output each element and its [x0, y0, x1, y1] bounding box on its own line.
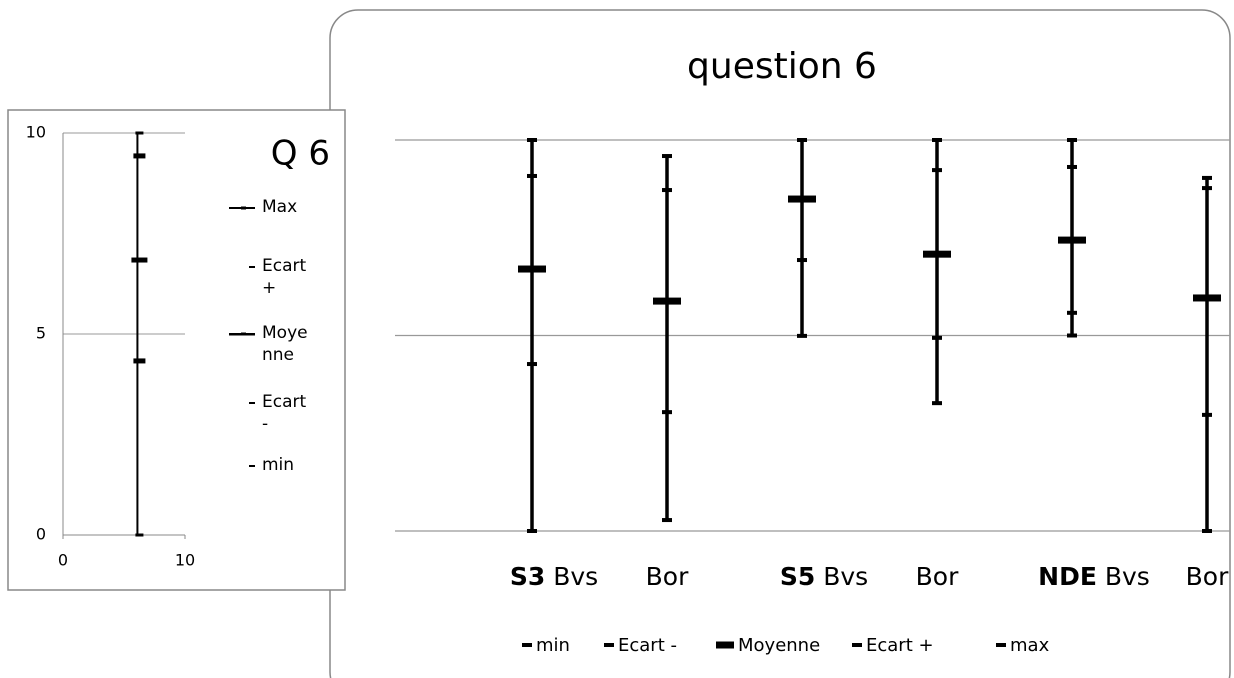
category-label: Bvs [553, 562, 598, 591]
category-label: Bor [646, 562, 689, 591]
legend-label: Ecart + [866, 635, 934, 656]
marker [133, 153, 146, 159]
legend-entry: Moyenne [262, 323, 308, 365]
marker [932, 138, 942, 142]
legend-marker [249, 266, 255, 268]
marker [662, 188, 672, 193]
marker [932, 401, 942, 406]
marker [1058, 236, 1086, 244]
x-tick-label: S5 Bvs [780, 562, 868, 591]
marker [662, 154, 672, 159]
x-tick-label: Bor [646, 562, 689, 591]
marker [1202, 412, 1212, 417]
x-tick-label: Bor [916, 562, 959, 591]
y-tick-label: 0 [36, 525, 46, 544]
marker [131, 257, 148, 263]
marker [1202, 529, 1212, 533]
marker [518, 265, 546, 273]
main-plot: S3 Bvs Bor S5 Bvs Bor NDE Bvs Bor min Ecart - Mo… [395, 138, 1230, 656]
legend-marker [716, 641, 734, 649]
marker [797, 138, 807, 142]
legend-label: max [1010, 635, 1050, 656]
x-tick-label: NDE Bvs [1038, 562, 1150, 591]
marker [527, 362, 537, 367]
group-label: S5 [780, 562, 815, 591]
legend-entry: Ecart - [262, 392, 307, 434]
legend-entry: Ecart + [262, 256, 307, 298]
marker [1067, 138, 1077, 142]
legend-marker [522, 643, 532, 647]
legend-label: Moyenne [262, 323, 308, 365]
legend-label: Ecart - [618, 635, 677, 656]
marker [662, 518, 672, 523]
marker [527, 138, 537, 142]
inset-chart-frame [7, 109, 346, 591]
x-tick-label: 10 [175, 551, 195, 570]
marker [135, 131, 144, 135]
legend-marker [604, 643, 614, 647]
marker [1202, 175, 1212, 180]
marker [797, 258, 807, 263]
marker [662, 410, 672, 415]
marker [932, 335, 942, 340]
marker [527, 173, 537, 178]
category-label: Bor [1186, 562, 1229, 591]
y-tick-label: 10 [26, 123, 46, 142]
space [815, 562, 823, 591]
legend-marker [249, 465, 255, 467]
legend-label: Moyenne [738, 635, 820, 656]
legend-marker [852, 643, 862, 647]
group-label: NDE [1038, 562, 1097, 591]
category-label: Bor [916, 562, 959, 591]
marker [653, 297, 681, 305]
marker [135, 533, 144, 537]
inset-title: Q 6 [271, 134, 330, 174]
legend-marker [249, 402, 255, 404]
legend-marker [241, 332, 246, 336]
legend-label: Ecart - [262, 392, 307, 434]
x-tick-label: 0 [58, 551, 68, 570]
marker [1067, 164, 1077, 169]
marker [133, 358, 146, 364]
legend-marker [241, 206, 246, 210]
x-tick-label: S3 Bvs [510, 562, 598, 591]
marker [527, 529, 537, 533]
legend-label: min [536, 635, 570, 656]
legend-label: Ecart + [262, 256, 307, 298]
marker [1067, 310, 1077, 315]
chart-title: question 6 [687, 46, 877, 87]
x-tick-label: Bor [1186, 562, 1229, 591]
legend-marker [996, 643, 1006, 647]
inset-plot: 0 5 10 0 10 Max Ecart + Moyenne Ecart - min [26, 123, 308, 570]
marker [797, 333, 807, 338]
marker [932, 168, 942, 173]
legend-entry: min [262, 455, 295, 475]
group-label: S3 [510, 562, 545, 591]
legend-label: min [262, 455, 295, 475]
marker [923, 250, 951, 258]
category-label: Bvs [1105, 562, 1150, 591]
marker [1202, 186, 1212, 191]
space [1097, 562, 1105, 591]
category-label: Bvs [823, 562, 868, 591]
marker [1193, 294, 1221, 302]
y-tick-label: 5 [36, 324, 46, 343]
legend-label: Max [262, 197, 298, 217]
marker [788, 195, 816, 203]
marker [1067, 333, 1077, 338]
legend-entry: Max [262, 197, 298, 217]
space [545, 562, 553, 591]
